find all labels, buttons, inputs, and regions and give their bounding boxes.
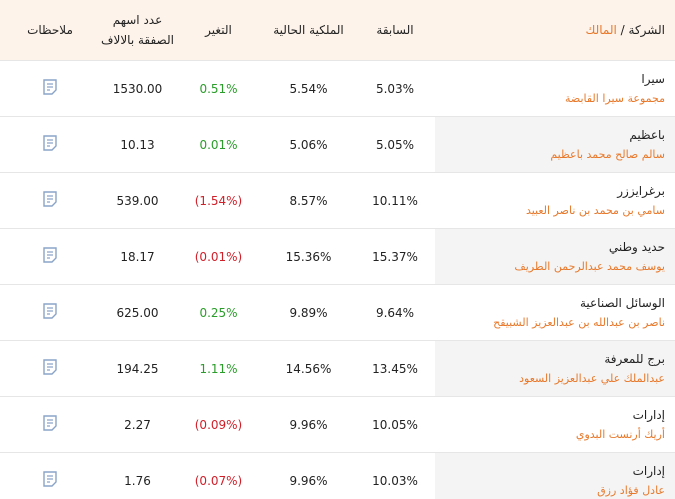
shares-header: عدد اسهم الصفقة بالالاف: [100, 0, 175, 61]
notes-icon[interactable]: [41, 134, 59, 155]
company-cell: برج للمعرفة عبدالملك علي عبدالعزيز السعود: [435, 340, 675, 397]
shares-cell: 625.00: [100, 284, 175, 341]
header-text: التغير: [175, 0, 262, 61]
owner-name: سامي بن محمد بن ناصر العبيد: [525, 204, 665, 217]
change-cell: 0.01%: [175, 116, 262, 173]
shares-cell: 539.00: [100, 172, 175, 229]
header-text: الشركة /: [620, 23, 665, 37]
notes-icon[interactable]: [41, 246, 59, 267]
owner-name: يوسف محمد عبدالرحمن الطريف: [514, 260, 665, 273]
company-name: إدارات: [632, 464, 665, 478]
company-cell: باعظيم سالم صالح محمد باعظيم: [435, 116, 675, 173]
company-name: برج للمعرفة: [604, 352, 665, 366]
owner-name: ناصر بن عبدالله بن عبدالعزيز الشبيقح: [493, 316, 665, 329]
company-cell: برغرايززر سامي بن محمد بن ناصر العبيد: [435, 172, 675, 229]
table-row: برغرايززر سامي بن محمد بن ناصر العبيد 10.1…: [0, 172, 675, 229]
header-text: عدد اسهم: [112, 13, 163, 27]
current-cell: 8.57%: [262, 172, 355, 229]
header-text: السابقة: [355, 0, 435, 61]
table-header: الشركة / المالك السابقة الملكية الحالية …: [0, 0, 675, 61]
change-cell: (1.54%): [175, 172, 262, 229]
header-row: الشركة / المالك السابقة الملكية الحالية …: [0, 0, 675, 61]
company-cell: إدارات أريك أرنست البدوي: [435, 396, 675, 453]
current-cell: 14.56%: [262, 340, 355, 397]
previous-cell: 15.37%: [355, 228, 435, 285]
company-name: حديد وطني: [608, 240, 665, 254]
notes-icon[interactable]: [41, 414, 59, 435]
table-row: إدارات أريك أرنست البدوي 10.05% 9.96% (0.09%…: [0, 396, 675, 453]
current-cell: 9.96%: [262, 452, 355, 499]
table-row: الوسائل الصناعية ناصر بن عبدالله بن عبدال…: [0, 284, 675, 341]
table-row: سيرا مجموعة سيرا القابضة 5.03% 5.54% 0.51% 15…: [0, 60, 675, 117]
owner-name: سالم صالح محمد باعظيم: [550, 148, 665, 161]
previous-cell: 5.03%: [355, 60, 435, 117]
company-name: برغرايززر: [617, 184, 665, 198]
current-cell: 9.89%: [262, 284, 355, 341]
notes-icon[interactable]: [41, 190, 59, 211]
notes-cell: [0, 228, 100, 285]
notes-cell: [0, 452, 100, 499]
notes-cell: [0, 60, 100, 117]
company-cell: سيرا مجموعة سيرا القابضة: [435, 60, 675, 117]
company-cell: حديد وطني يوسف محمد عبدالرحمن الطريف: [435, 228, 675, 285]
change-cell: (0.01%): [175, 228, 262, 285]
company-name: إدارات: [632, 408, 665, 422]
change-cell: 1.11%: [175, 340, 262, 397]
change-cell: (0.09%): [175, 396, 262, 453]
current-cell: 15.36%: [262, 228, 355, 285]
previous-cell: 9.64%: [355, 284, 435, 341]
header-text: الملكية الحالية: [262, 0, 355, 61]
previous-cell: 10.05%: [355, 396, 435, 453]
notes-icon[interactable]: [41, 470, 59, 491]
shares-cell: 2.27: [100, 396, 175, 453]
company-header: الشركة / المالك: [435, 0, 675, 61]
company-cell: الوسائل الصناعية ناصر بن عبدالله بن عبدال…: [435, 284, 675, 341]
notes-cell: [0, 340, 100, 397]
table-row: برج للمعرفة عبدالملك علي عبدالعزيز السعود…: [0, 340, 675, 397]
notes-icon[interactable]: [41, 78, 59, 99]
company-name: باعظيم: [629, 128, 665, 142]
shares-cell: 194.25: [100, 340, 175, 397]
header-text: المالك: [585, 23, 617, 37]
company-name: سيرا: [641, 72, 665, 86]
shares-cell: 18.17: [100, 228, 175, 285]
company-cell: إدارات عادل فؤاد رزق: [435, 452, 675, 499]
company-name: الوسائل الصناعية: [579, 296, 665, 310]
current-cell: 5.54%: [262, 60, 355, 117]
shares-cell: 1.76: [100, 452, 175, 499]
table-body: سيرا مجموعة سيرا القابضة 5.03% 5.54% 0.51% 15…: [0, 60, 675, 499]
table-row: باعظيم سالم صالح محمد باعظيم 5.05% 5.06% 0.0…: [0, 116, 675, 173]
previous-cell: 13.45%: [355, 340, 435, 397]
notes-cell: [0, 172, 100, 229]
shares-cell: 10.13: [100, 116, 175, 173]
notes-cell: [0, 396, 100, 453]
table-row: إدارات عادل فؤاد رزق 10.03% 9.96% (0.07%) 1.7…: [0, 452, 675, 499]
notes-icon[interactable]: [41, 302, 59, 323]
header-text: ملاحظات: [0, 0, 100, 61]
owner-name: مجموعة سيرا القابضة: [565, 92, 665, 105]
table-row: حديد وطني يوسف محمد عبدالرحمن الطريف 15.37…: [0, 228, 675, 285]
change-cell: 0.51%: [175, 60, 262, 117]
previous-cell: 10.03%: [355, 452, 435, 499]
notes-icon[interactable]: [41, 358, 59, 379]
previous-cell: 10.11%: [355, 172, 435, 229]
change-cell: (0.07%): [175, 452, 262, 499]
current-cell: 9.96%: [262, 396, 355, 453]
previous-cell: 5.05%: [355, 116, 435, 173]
owner-name: أريك أرنست البدوي: [575, 428, 665, 441]
header-text: الصفقة بالالاف: [101, 33, 174, 47]
current-cell: 5.06%: [262, 116, 355, 173]
notes-cell: [0, 116, 100, 173]
shares-cell: 1530.00: [100, 60, 175, 117]
owner-name: عادل فؤاد رزق: [597, 484, 665, 497]
change-cell: 0.25%: [175, 284, 262, 341]
owner-name: عبدالملك علي عبدالعزيز السعود: [519, 372, 665, 385]
notes-cell: [0, 284, 100, 341]
